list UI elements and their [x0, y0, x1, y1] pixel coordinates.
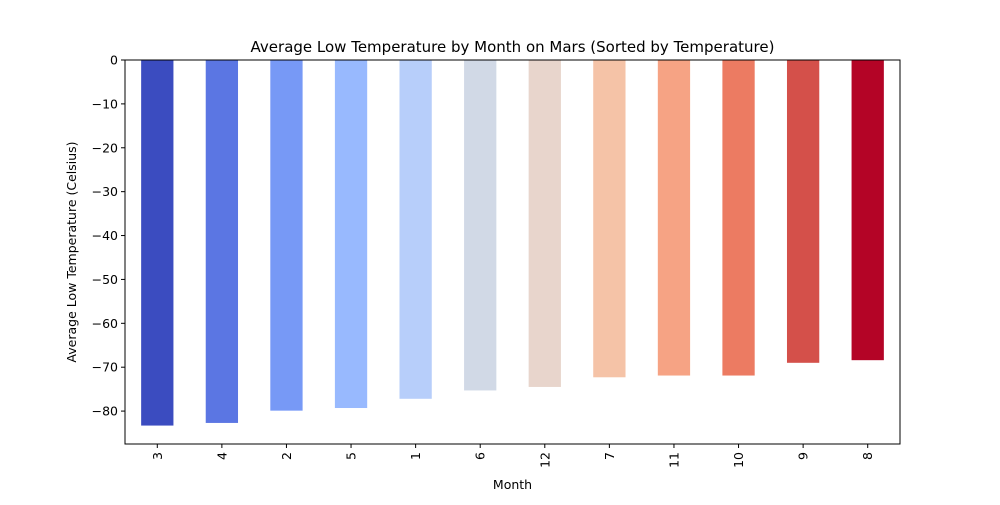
x-tick-label: 5 [344, 452, 359, 460]
chart-title: Average Low Temperature by Month on Mars… [251, 38, 775, 56]
x-tick-label: 7 [602, 452, 617, 460]
bar-month-3 [141, 60, 174, 426]
bar-month-9 [786, 60, 820, 363]
x-tick-label: 8 [860, 452, 875, 460]
bar-month-5 [334, 60, 368, 409]
y-tick-label: −80 [92, 404, 118, 419]
bar-month-10 [722, 60, 755, 376]
x-tick-label: 6 [473, 452, 488, 460]
x-tick-label: 2 [279, 452, 294, 460]
y-axis-label: Average Low Temperature (Celsius) [64, 141, 79, 362]
x-tick-label: 12 [537, 452, 552, 468]
x-tick-label: 10 [731, 452, 746, 468]
y-tick-label: −50 [92, 272, 118, 287]
bar-month-7 [593, 60, 626, 378]
y-tick-label: 0 [110, 53, 118, 68]
x-tick-label: 11 [666, 452, 681, 468]
y-tick-label: −20 [92, 140, 118, 155]
bar-month-2 [270, 60, 303, 411]
plot-frame [124, 59, 901, 445]
y-tick-label: −30 [92, 184, 118, 199]
x-tick-label: 1 [408, 452, 423, 460]
y-tick-label: −40 [92, 228, 118, 243]
x-tick-label: 3 [150, 452, 165, 460]
plot-area: 0 −10 −20 −30 −40 −50 −60 −70 −80 3 4 2 5 1 6 12 7 11 10 9 8 [92, 53, 884, 468]
x-tick-label: 9 [796, 452, 811, 460]
x-axis-label: Month [493, 477, 532, 492]
x-tick-label: 4 [214, 452, 229, 460]
bar-month-11 [657, 60, 691, 376]
y-tick-label: −10 [92, 96, 118, 111]
bar-month-6 [464, 60, 497, 391]
bar-month-8 [851, 60, 884, 361]
bar-month-1 [399, 60, 432, 399]
bar-month-12 [528, 60, 561, 387]
y-tick-label: −70 [92, 360, 118, 375]
y-tick-label: −60 [92, 316, 118, 331]
bar-month-4 [205, 60, 239, 423]
